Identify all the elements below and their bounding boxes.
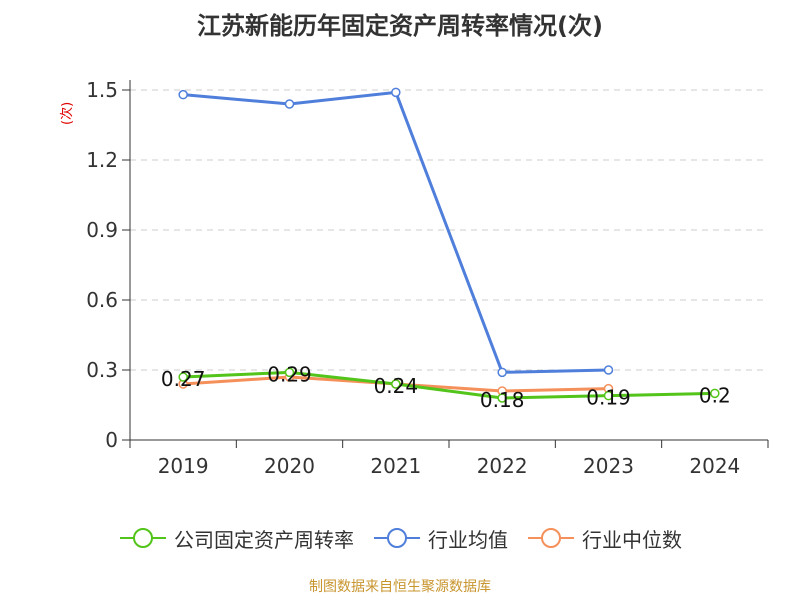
- data-label: 0.18: [480, 388, 525, 412]
- data-point-industry-average: [178, 89, 188, 100]
- data-point-company: [497, 393, 507, 403]
- y-tick-label: 0.6: [86, 288, 118, 312]
- data-point-company: [710, 388, 720, 399]
- data-label: 0.29: [267, 362, 312, 386]
- data-point-industry-average: [497, 367, 507, 378]
- legend: 公司固定资产周转率 行业均值 行业中位数: [0, 518, 800, 558]
- series-line-industry-average: [183, 90, 609, 374]
- y-axis-label: (次): [60, 101, 75, 125]
- data-label: 0.2: [699, 383, 731, 407]
- data-point-industry-average: [603, 365, 614, 375]
- legend-line-marker-icon: [528, 528, 574, 548]
- chart-title: 江苏新能历年固定资产周转率情况(次): [197, 12, 603, 40]
- y-tick-label: 0.9: [86, 218, 118, 242]
- legend-label-industry-average: 行业均值: [428, 527, 508, 552]
- data-point-industry-average: [391, 87, 401, 98]
- legend-item-company[interactable]: 公司固定资产周转率: [118, 524, 354, 553]
- x-tick-label: 2021: [370, 454, 421, 478]
- x-tick-label: 2023: [583, 454, 634, 478]
- data-point-company: [284, 367, 295, 378]
- data-point-company: [391, 379, 401, 389]
- x-tick-label: 2019: [158, 454, 209, 478]
- legend-line-marker-icon: [374, 528, 420, 548]
- data-point-company: [603, 390, 614, 401]
- data-labels: 0.27 0.29 0.24 0.18 0.19 0.2: [161, 362, 731, 412]
- data-point-company: [178, 372, 188, 382]
- legend-label-industry-median: 行业中位数: [582, 527, 682, 552]
- data-source-note: 制图数据来自恒生聚源数据库: [309, 579, 491, 595]
- y-tick-label: 1.2: [86, 148, 118, 172]
- y-tick-label: 1.5: [86, 78, 118, 102]
- axes: 0 0.3 0.6 0.9 1.2 1.5 2019 2020 2021 2022 2023 2024: [86, 78, 769, 478]
- x-tick-label: 2024: [689, 454, 740, 478]
- legend-line-marker-icon: [120, 528, 166, 548]
- series-line-company: [183, 370, 715, 400]
- legend-item-industry-average[interactable]: 行业均值: [372, 524, 508, 553]
- y-tick-label: 0.3: [86, 358, 118, 382]
- series-lines: [178, 87, 720, 403]
- x-tick-label: 2022: [477, 454, 528, 478]
- data-point-industry-average: [284, 99, 295, 109]
- legend-label-company: 公司固定资产周转率: [174, 527, 354, 552]
- legend-item-industry-median[interactable]: 行业中位数: [526, 524, 682, 553]
- data-label: 0.24: [374, 374, 419, 398]
- x-tick-label: 2020: [264, 454, 315, 478]
- data-label: 0.19: [586, 386, 631, 410]
- data-label: 0.27: [161, 367, 206, 391]
- y-tick-label: 0: [105, 428, 118, 452]
